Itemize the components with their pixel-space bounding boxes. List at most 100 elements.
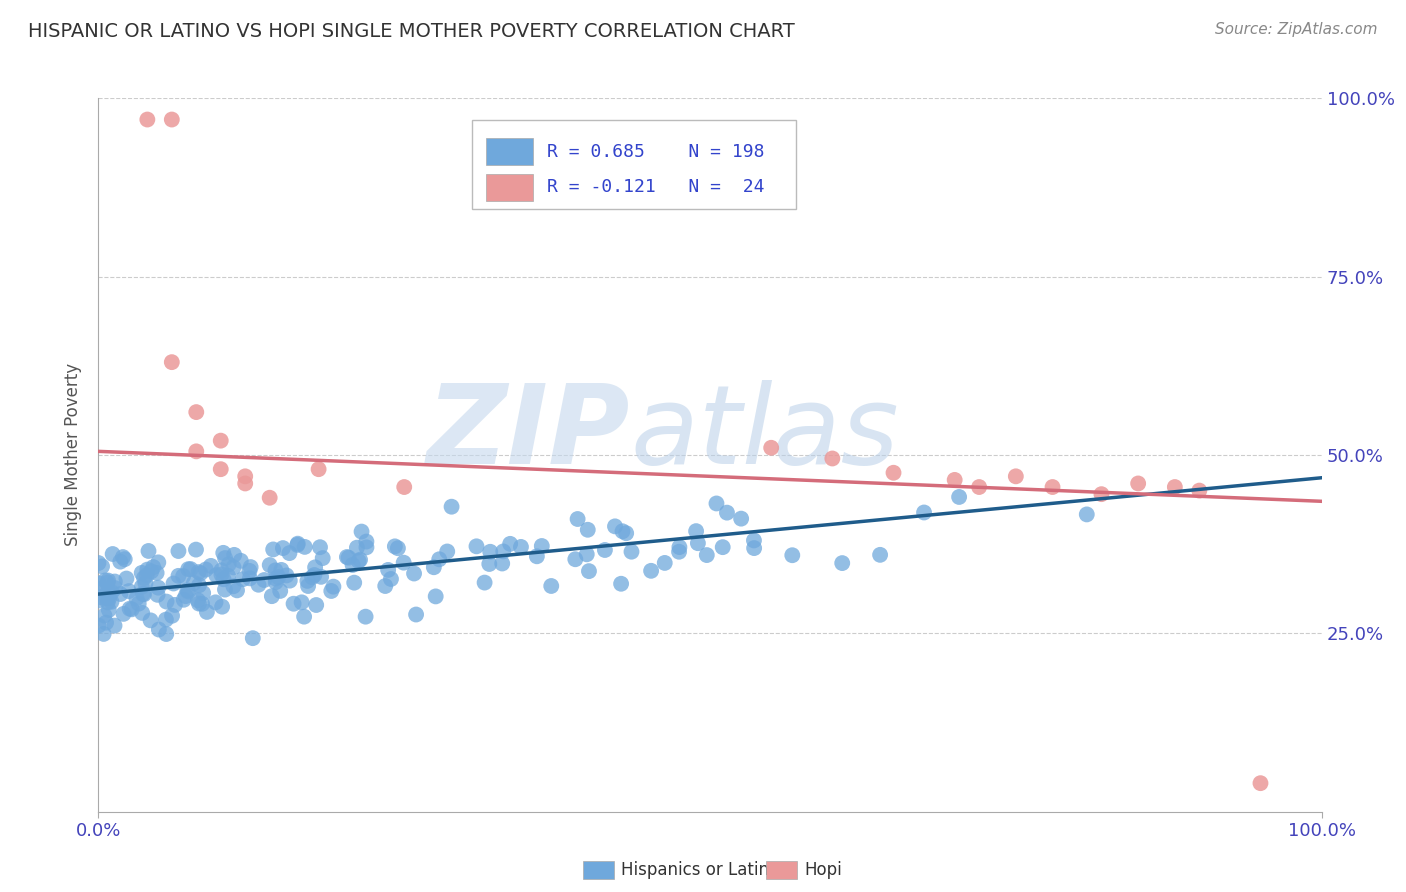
Point <box>222 560 245 574</box>
Point <box>205 568 228 582</box>
Point <box>163 598 186 612</box>
Point <box>711 540 734 554</box>
Point <box>304 568 326 582</box>
Point <box>212 546 235 560</box>
Point <box>350 524 373 539</box>
Point <box>1090 487 1112 501</box>
Point <box>131 606 153 620</box>
Text: Hispanics or Latinos: Hispanics or Latinos <box>621 861 789 879</box>
Point <box>292 609 315 624</box>
Point <box>180 562 202 576</box>
Point <box>118 601 141 615</box>
Point <box>155 613 177 627</box>
Point <box>104 581 127 595</box>
Point <box>260 589 283 603</box>
Point <box>100 585 122 599</box>
Point <box>104 574 127 589</box>
Point <box>188 597 211 611</box>
Point <box>322 580 344 594</box>
Point <box>640 564 662 578</box>
Point <box>294 540 316 554</box>
Point <box>160 112 183 127</box>
Point <box>405 607 427 622</box>
Point <box>93 627 115 641</box>
Point <box>620 544 643 558</box>
Point <box>132 587 155 601</box>
Point <box>224 548 246 562</box>
Point <box>253 573 276 587</box>
Point <box>478 557 501 571</box>
Point <box>217 569 239 583</box>
Point <box>287 538 309 552</box>
Point <box>499 537 522 551</box>
Point <box>336 549 359 564</box>
Point <box>440 500 463 514</box>
Point <box>114 552 136 566</box>
Point <box>146 588 169 602</box>
Point <box>267 570 290 584</box>
Point <box>229 554 252 568</box>
Point <box>177 562 200 576</box>
Point <box>742 541 765 555</box>
Point <box>162 576 184 591</box>
Point <box>93 608 115 623</box>
Bar <box>486 138 533 165</box>
Point <box>232 572 254 586</box>
Point <box>346 541 368 555</box>
Point <box>101 547 124 561</box>
Text: atlas: atlas <box>630 380 900 487</box>
Point <box>96 591 118 606</box>
Point <box>91 559 114 574</box>
Point <box>271 541 294 555</box>
Point <box>87 556 110 570</box>
Point <box>377 563 399 577</box>
Point <box>883 466 905 480</box>
Point <box>262 542 284 557</box>
Point <box>259 491 281 505</box>
Point <box>160 608 183 623</box>
Point <box>204 595 226 609</box>
Point <box>148 581 170 595</box>
Point <box>233 476 256 491</box>
Point <box>209 462 232 476</box>
Point <box>121 602 143 616</box>
Point <box>276 568 298 582</box>
Point <box>869 548 891 562</box>
Point <box>233 469 256 483</box>
Point <box>97 595 120 609</box>
Point <box>593 543 616 558</box>
Point <box>309 570 332 584</box>
Point <box>423 560 446 574</box>
Point <box>238 564 260 578</box>
Point <box>136 563 159 577</box>
Point <box>301 570 323 584</box>
Point <box>297 579 319 593</box>
Text: Source: ZipAtlas.com: Source: ZipAtlas.com <box>1215 22 1378 37</box>
Point <box>200 558 222 573</box>
Point <box>297 574 319 588</box>
Point <box>278 574 301 588</box>
Point <box>139 613 162 627</box>
Point <box>167 544 190 558</box>
Point <box>125 591 148 606</box>
Point <box>943 473 966 487</box>
Point <box>821 451 844 466</box>
Point <box>270 563 292 577</box>
Point <box>309 540 332 554</box>
Text: ZIP: ZIP <box>427 380 630 487</box>
Point <box>436 544 458 558</box>
Point <box>118 584 141 599</box>
Point <box>110 555 132 569</box>
Point <box>177 584 200 599</box>
Point <box>654 556 676 570</box>
Point <box>218 558 240 572</box>
Point <box>948 490 970 504</box>
Point <box>174 589 197 603</box>
Point <box>97 603 120 617</box>
Point <box>100 595 122 609</box>
Point <box>184 542 207 557</box>
Point <box>716 506 738 520</box>
Point <box>492 544 515 558</box>
Point <box>247 578 270 592</box>
Point <box>214 551 236 566</box>
